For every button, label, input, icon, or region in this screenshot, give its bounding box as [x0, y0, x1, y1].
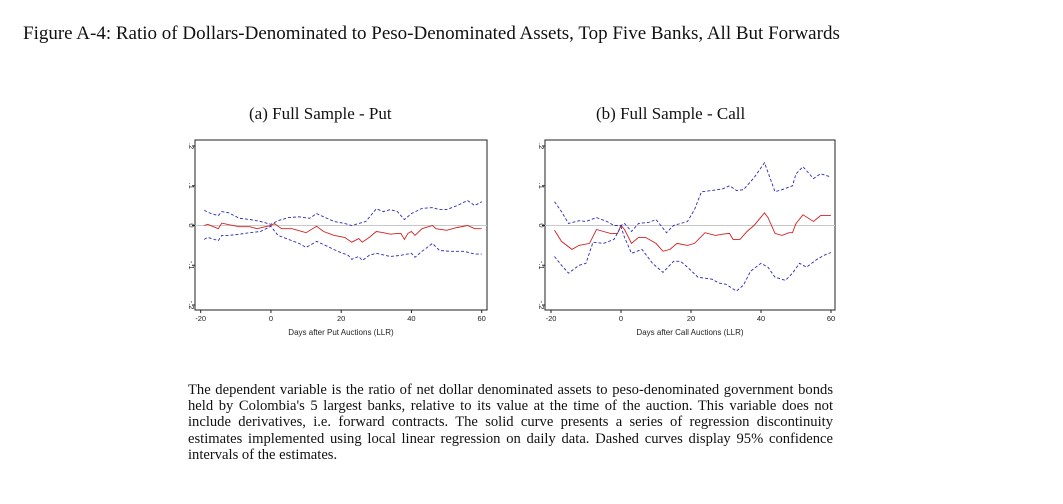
estimate-line	[554, 212, 831, 252]
figure-title: Figure A-4: Ratio of Dollars-Denominated…	[23, 23, 840, 44]
y-tick-label: .2	[187, 143, 196, 149]
upper-ci-line	[554, 161, 832, 234]
y-tick-label: 0	[537, 223, 546, 227]
x-tick-label: -20	[195, 314, 206, 323]
x-tick-label: 60	[478, 314, 486, 323]
y-tick-label: .1	[187, 183, 196, 189]
x-tick-label: 0	[619, 314, 623, 323]
x-tick-label: 0	[269, 314, 273, 323]
x-axis-label: Days after Put Auctions (LLR)	[288, 328, 394, 337]
y-tick-label: .1	[537, 183, 546, 189]
x-tick-label: 20	[337, 314, 345, 323]
x-tick-label: -20	[546, 314, 557, 323]
y-tick-label: -.2	[187, 301, 196, 310]
upper-ci-line	[204, 199, 482, 226]
x-tick-label: 40	[757, 314, 765, 323]
x-axis-label: Days after Call Auctions (LLR)	[636, 328, 743, 337]
figure-notes: The dependent variable is the ratio of n…	[188, 382, 833, 463]
y-tick-label: -.1	[187, 261, 196, 270]
lower-ci-line	[554, 225, 832, 292]
x-tick-label: 60	[827, 314, 835, 323]
lower-ci-line	[203, 225, 482, 262]
panel-b: -20 0 20 40 60 -.2 -.1 0 .1 .2 Days after Call Auc…	[537, 139, 836, 337]
estimate-line	[204, 222, 482, 243]
panel-a-title: (a) Full Sample - Put	[249, 104, 392, 123]
y-tick-label: 0	[187, 223, 196, 227]
y-tick-label: -.2	[537, 301, 546, 310]
y-tick-label: .2	[537, 143, 546, 149]
panel-a: -20 0 20 40 60 -.2 -.1 0 .1 .2 Days after Put Auct…	[187, 139, 488, 337]
panel-b-title: (b) Full Sample - Call	[596, 104, 746, 123]
x-tick-label: 40	[407, 314, 415, 323]
x-tick-label: 20	[687, 314, 695, 323]
y-tick-label: -.1	[537, 261, 546, 270]
